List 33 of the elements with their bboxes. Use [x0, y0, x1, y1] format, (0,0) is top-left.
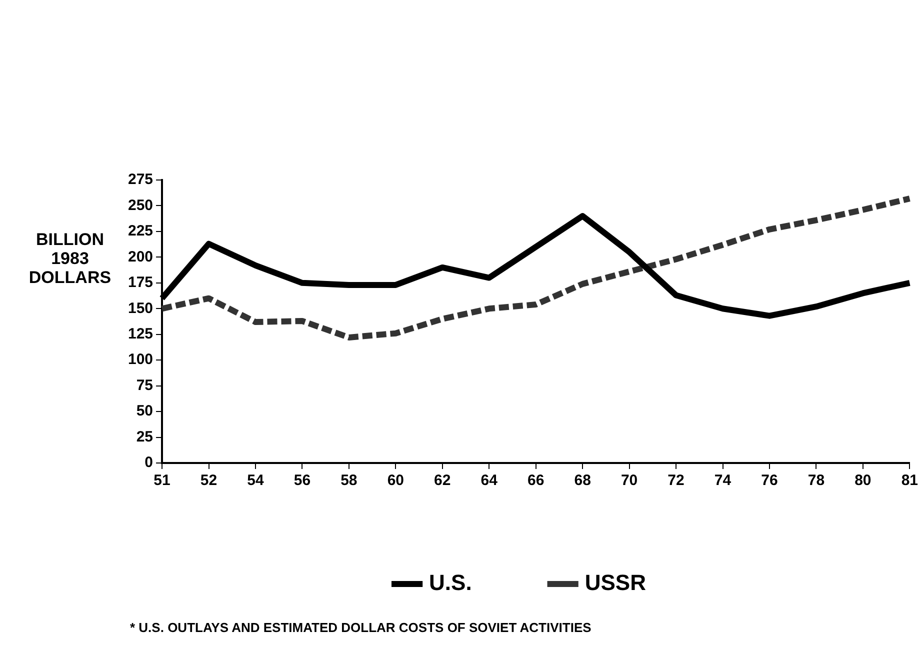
x-tick-label: 64	[480, 472, 498, 490]
x-tick-label: 54	[247, 472, 264, 490]
y-tick-label: 50	[136, 402, 154, 420]
y-tick-label: 150	[128, 300, 154, 317]
y-tick-label: 250	[128, 196, 154, 214]
x-tick-label: 81	[901, 472, 918, 490]
legend-label: USSR	[584, 570, 646, 596]
x-tick-label: 51	[154, 472, 170, 490]
x-tick-label: 76	[761, 472, 778, 490]
x-tick-label: 66	[528, 472, 544, 490]
text: * U.S. OUTLAYS AND ESTIMATED DOLLAR COSTS OF SOVIET ACTIVITIES	[130, 620, 592, 635]
x-tick-label: 78	[808, 472, 825, 490]
x-tick-label: 58	[340, 472, 358, 490]
y-tick-label: 75	[136, 376, 154, 394]
x-tick-label: 56	[294, 472, 311, 490]
y-tick-label: 125	[128, 326, 154, 343]
x-tick-label: 68	[574, 472, 591, 490]
x-tick-label: 70	[620, 472, 638, 490]
y-tick-label: 275	[128, 171, 154, 188]
y-tick-label: 0	[144, 454, 154, 472]
y-axis-title: BILLION 1983 DOLLARS	[28, 230, 112, 287]
legend-label: U.S.	[429, 570, 472, 596]
y-tick-label: 100	[128, 351, 154, 368]
x-tick-label: 60	[387, 472, 404, 490]
y-tick-label: 225	[128, 222, 154, 240]
x-tick-label: 72	[668, 472, 684, 490]
x-tick-label: 80	[854, 472, 872, 490]
x-tick-label: 74	[714, 472, 732, 490]
x-tick-label: 52	[200, 472, 218, 490]
y-tick-label: 200	[128, 248, 154, 266]
x-tick-label: 62	[434, 472, 451, 490]
y-tick-label: 175	[128, 274, 154, 292]
y-tick-label: 25	[136, 428, 154, 446]
